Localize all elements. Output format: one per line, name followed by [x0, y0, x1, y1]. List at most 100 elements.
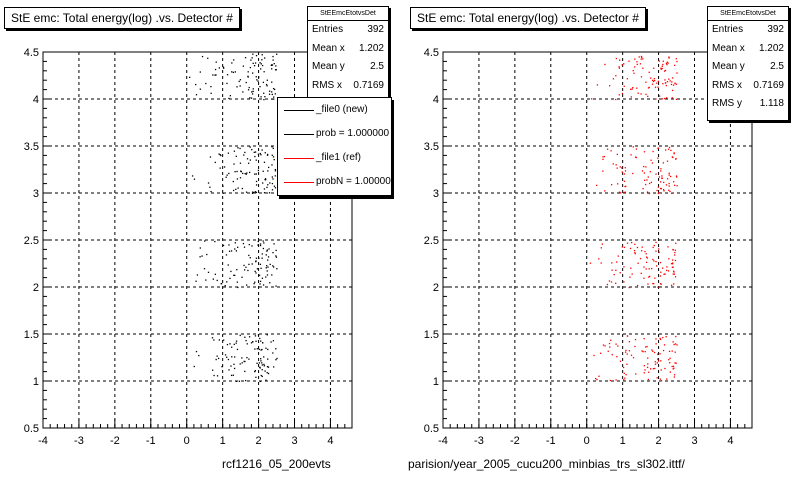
scatter-point	[609, 379, 611, 382]
scatter-point	[261, 64, 264, 67]
scatter-point	[655, 241, 657, 244]
scatter-point	[249, 257, 251, 259]
scatter-point	[604, 190, 606, 192]
scatter-point	[636, 63, 638, 66]
scatter-point	[656, 82, 658, 84]
stats-row: RMS x 0.7169	[312, 79, 384, 91]
scatter-point	[641, 56, 643, 59]
scatter-point	[663, 181, 665, 184]
scatter-point	[263, 365, 266, 367]
scatter-point	[258, 274, 261, 276]
scatter-point	[644, 250, 646, 253]
scatter-point	[628, 60, 630, 62]
scatter-point	[667, 270, 670, 272]
scatter-point	[659, 337, 661, 340]
scatter-point	[228, 369, 230, 371]
scatter-point	[267, 348, 269, 351]
scatter-point	[674, 82, 676, 84]
scatter-point	[653, 260, 655, 262]
scatter-point	[261, 369, 263, 371]
scatter-point	[623, 378, 625, 381]
scatter-point	[616, 356, 618, 358]
scatter-point	[253, 282, 255, 285]
scatter-point	[634, 243, 636, 246]
scatter-point	[675, 58, 677, 60]
scatter-point	[253, 151, 255, 153]
scatter-point	[673, 376, 675, 378]
scatter-point	[228, 250, 231, 252]
scatter-point	[199, 71, 201, 73]
scatter-point	[266, 85, 268, 87]
scatter-point	[645, 183, 647, 186]
scatter-point	[662, 349, 665, 352]
scatter-point	[662, 162, 665, 164]
scatter-point	[262, 247, 265, 250]
scatter-point	[272, 59, 274, 61]
scatter-point	[259, 283, 261, 285]
scatter-point	[227, 264, 229, 266]
scatter-point	[647, 95, 649, 98]
scatter-point	[674, 343, 677, 345]
scatter-point	[266, 250, 268, 252]
scatter-point	[611, 269, 613, 271]
scatter-point	[668, 174, 670, 176]
scatter-point	[235, 250, 238, 252]
scatter-point	[621, 92, 624, 95]
scatter-point	[671, 192, 673, 194]
scatter-point	[232, 180, 234, 183]
stats-row: Entries 392	[312, 24, 384, 35]
scatter-point	[225, 176, 227, 178]
scatter-point	[640, 93, 642, 95]
x-tick-label: 0	[584, 435, 590, 447]
scatter-point	[227, 152, 230, 154]
scatter-point	[233, 59, 235, 61]
scatter-point	[653, 351, 656, 354]
scatter-point	[622, 366, 625, 369]
scatter-point	[246, 158, 249, 160]
scatter-point	[650, 159, 652, 161]
scatter-point	[671, 77, 674, 79]
scatter-point	[623, 63, 625, 65]
scatter-point	[239, 334, 241, 337]
scatter-point	[616, 167, 618, 169]
scatter-point	[654, 277, 656, 279]
scatter-point	[212, 278, 214, 280]
scatter-point	[201, 55, 204, 58]
scatter-point	[623, 281, 625, 283]
scatter-point	[602, 158, 604, 161]
right-stats-name: StEEmcEtotvsDet	[708, 7, 788, 21]
scatter-point	[647, 378, 649, 381]
legend-label: _file0 (new)	[316, 104, 368, 115]
scatter-point	[661, 67, 663, 70]
scatter-point	[626, 78, 629, 80]
scatter-point	[259, 280, 262, 283]
scatter-point	[199, 256, 201, 258]
x-tick-label: 1	[620, 435, 626, 447]
scatter-point	[602, 344, 605, 346]
scatter-point	[674, 276, 677, 278]
scatter-point	[207, 57, 209, 59]
scatter-point	[273, 266, 275, 268]
scatter-point	[665, 84, 667, 87]
scatter-point	[629, 247, 632, 250]
scatter-point	[659, 283, 662, 285]
scatter-point	[610, 150, 612, 152]
y-tick-label: 1	[33, 376, 39, 388]
scatter-point	[196, 274, 199, 276]
scatter-point	[654, 367, 656, 370]
scatter-point	[235, 188, 237, 191]
scatter-point	[234, 248, 236, 250]
scatter-point	[273, 366, 275, 368]
scatter-point	[265, 254, 267, 256]
scatter-point	[676, 176, 678, 178]
scatter-point	[254, 173, 256, 175]
scatter-point	[267, 184, 269, 186]
scatter-point	[230, 270, 232, 273]
scatter-point	[251, 245, 253, 247]
scatter-point	[263, 356, 265, 358]
scatter-point	[274, 69, 277, 71]
scatter-point	[262, 81, 265, 84]
scatter-point	[660, 67, 662, 69]
scatter-point	[595, 377, 597, 380]
scatter-point	[261, 54, 263, 56]
